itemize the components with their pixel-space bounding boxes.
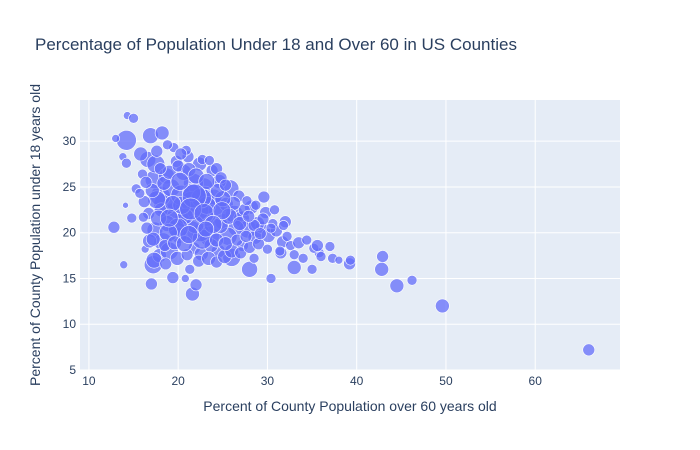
x-tick-label: 30	[261, 374, 275, 388]
data-point[interactable]	[582, 343, 596, 357]
data-point[interactable]	[376, 250, 389, 263]
data-point[interactable]	[128, 113, 139, 124]
data-point[interactable]	[253, 227, 267, 240]
data-point[interactable]	[297, 253, 309, 264]
data-point[interactable]	[181, 274, 190, 283]
data-point[interactable]	[389, 278, 405, 294]
x-tick-label: 40	[350, 374, 364, 388]
data-point[interactable]	[218, 236, 233, 251]
data-point[interactable]	[334, 255, 344, 265]
data-point[interactable]	[265, 273, 277, 284]
data-point[interactable]	[257, 190, 271, 204]
data-point[interactable]	[139, 176, 153, 189]
data-point[interactable]	[170, 172, 190, 191]
data-point[interactable]	[278, 220, 289, 231]
data-point[interactable]	[406, 275, 418, 286]
data-point[interactable]	[374, 262, 389, 277]
data-point[interactable]	[306, 264, 318, 275]
data-points	[107, 111, 596, 357]
data-point[interactable]	[250, 199, 262, 211]
data-point[interactable]	[122, 201, 129, 209]
y-axis-label: Percent of County Population under 18 ye…	[27, 84, 43, 386]
data-point[interactable]	[179, 225, 199, 244]
data-point[interactable]	[145, 251, 163, 269]
data-point[interactable]	[242, 209, 255, 223]
gridlines	[80, 100, 620, 371]
data-point[interactable]	[198, 173, 216, 190]
data-point[interactable]	[248, 253, 260, 264]
data-point[interactable]	[311, 239, 324, 252]
x-tick-label: 10	[82, 374, 96, 388]
data-point[interactable]	[204, 155, 215, 166]
data-point[interactable]	[189, 278, 203, 292]
data-point[interactable]	[219, 178, 232, 192]
y-tick-label: 5	[69, 363, 76, 377]
data-point[interactable]	[265, 222, 277, 234]
data-point[interactable]	[241, 261, 258, 278]
y-tick-label: 25	[63, 180, 77, 194]
data-point[interactable]	[286, 260, 302, 275]
data-point[interactable]	[154, 162, 167, 175]
data-point[interactable]	[212, 201, 232, 221]
data-point[interactable]	[107, 220, 121, 234]
data-point[interactable]	[232, 216, 248, 231]
data-point[interactable]	[159, 257, 172, 271]
data-point[interactable]	[140, 221, 154, 235]
data-point[interactable]	[126, 212, 138, 224]
data-point[interactable]	[281, 231, 293, 242]
data-point[interactable]	[324, 241, 336, 252]
data-point[interactable]	[174, 147, 188, 161]
data-point[interactable]	[262, 243, 273, 255]
x-tick-label: 20	[172, 374, 186, 388]
data-point[interactable]	[138, 211, 149, 223]
data-point[interactable]	[256, 212, 270, 226]
data-point[interactable]	[197, 220, 215, 238]
y-tick-label: 20	[63, 226, 77, 240]
data-point[interactable]	[162, 139, 173, 151]
data-point[interactable]	[111, 134, 121, 143]
data-point[interactable]	[241, 195, 253, 206]
data-point[interactable]	[150, 144, 164, 158]
data-point[interactable]	[345, 254, 356, 266]
data-point[interactable]	[145, 277, 158, 291]
x-tick-label: 50	[439, 374, 453, 388]
data-point[interactable]	[435, 298, 450, 314]
data-point[interactable]	[134, 188, 146, 199]
data-point[interactable]	[184, 264, 196, 275]
data-point[interactable]	[145, 231, 161, 247]
data-point[interactable]	[121, 157, 132, 169]
data-point[interactable]	[159, 208, 179, 228]
y-tick-label: 15	[63, 271, 77, 285]
y-axis-ticks: 5 10 15 20 25 30	[63, 134, 77, 377]
data-point[interactable]	[269, 204, 280, 216]
x-axis-label: Percent of County Population over 60 yea…	[203, 398, 496, 414]
chart-title: Percentage of Population Under 18 and Ov…	[35, 35, 517, 54]
data-point[interactable]	[274, 245, 286, 257]
data-point[interactable]	[301, 234, 313, 246]
data-point[interactable]	[315, 251, 327, 262]
x-tick-label: 60	[529, 374, 543, 388]
data-point[interactable]	[239, 230, 253, 243]
y-tick-label: 10	[63, 317, 77, 331]
y-tick-label: 30	[63, 134, 77, 148]
data-point[interactable]	[288, 249, 300, 260]
data-point[interactable]	[166, 271, 180, 284]
data-point[interactable]	[154, 125, 170, 141]
data-point[interactable]	[133, 146, 148, 162]
x-axis-ticks: 10 20 30 40 50 60	[82, 374, 542, 388]
data-point[interactable]	[119, 260, 129, 270]
